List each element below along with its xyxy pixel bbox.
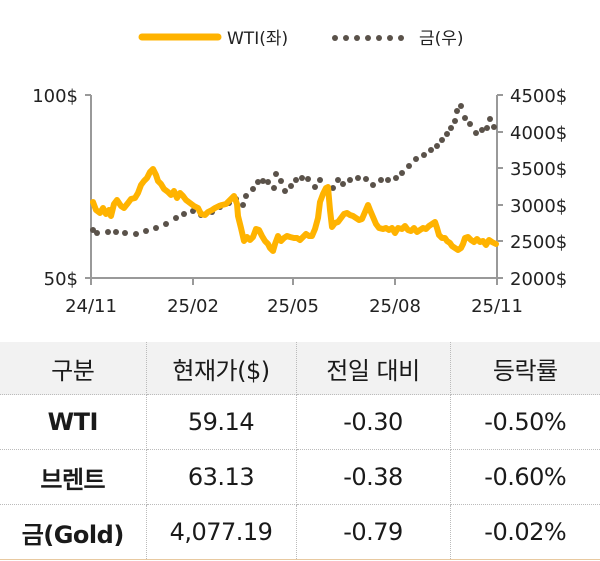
price-table: 구분 현재가($) 전일 대비 등락률 WTI 59.14 -0.30 -0.5… xyxy=(0,342,600,560)
right-axis-label: 4000$ xyxy=(510,123,567,144)
change-cell: -0.30 xyxy=(296,394,451,450)
rate-cell: -0.60% xyxy=(450,449,600,505)
right-axis-label: 4500$ xyxy=(510,86,567,107)
price-cell: 63.13 xyxy=(146,449,297,505)
row-name: 브렌트 xyxy=(0,449,147,505)
change-cell: -0.38 xyxy=(296,449,451,505)
rate-cell: -0.02% xyxy=(450,504,600,560)
x-axis-label: 24/11 xyxy=(65,296,117,317)
change-cell: -0.79 xyxy=(296,504,451,560)
x-axis-label: 25/05 xyxy=(267,296,319,317)
column-header: 현재가($) xyxy=(146,342,297,395)
right-axis-label: 3000$ xyxy=(510,196,567,217)
column-header: 구분 xyxy=(0,342,147,395)
right-axis-label: 2500$ xyxy=(510,232,567,253)
price-cell: 59.14 xyxy=(146,394,297,450)
rate-cell: -0.50% xyxy=(450,394,600,450)
gold-legend-swatch xyxy=(332,35,404,41)
table-row: 금(Gold) 4,077.19 -0.79 -0.02% xyxy=(0,504,600,560)
gold-legend-label: 금(우) xyxy=(419,29,464,49)
left-axis-bottom-label: 50$ xyxy=(44,269,78,290)
chart: WTI(좌) 금(우) 100$ 50$ 4500$ 4000$ 3500$ 3… xyxy=(32,29,567,317)
price-cell: 4,077.19 xyxy=(146,504,297,560)
x-axis-label: 25/11 xyxy=(471,296,523,317)
column-header: 등락률 xyxy=(450,342,600,395)
table-row: WTI 59.14 -0.30 -0.50% xyxy=(0,394,600,450)
axes xyxy=(85,94,503,285)
wti-series xyxy=(90,166,499,254)
wti-legend-label: WTI(좌) xyxy=(227,29,288,49)
x-axis-label: 25/08 xyxy=(369,296,421,317)
x-axis-label: 25/02 xyxy=(167,296,219,317)
table-header-row: 구분 현재가($) 전일 대비 등락률 xyxy=(0,342,600,395)
row-name: WTI xyxy=(0,394,147,450)
legend: WTI(좌) 금(우) xyxy=(138,29,464,49)
right-axis-label: 2000$ xyxy=(510,269,567,290)
table-row: 브렌트 63.13 -0.38 -0.60% xyxy=(0,449,600,505)
right-axis-label: 3500$ xyxy=(510,159,567,180)
row-name: 금(Gold) xyxy=(0,504,147,560)
column-header: 전일 대비 xyxy=(296,342,451,395)
left-axis-top-label: 100$ xyxy=(32,86,78,107)
